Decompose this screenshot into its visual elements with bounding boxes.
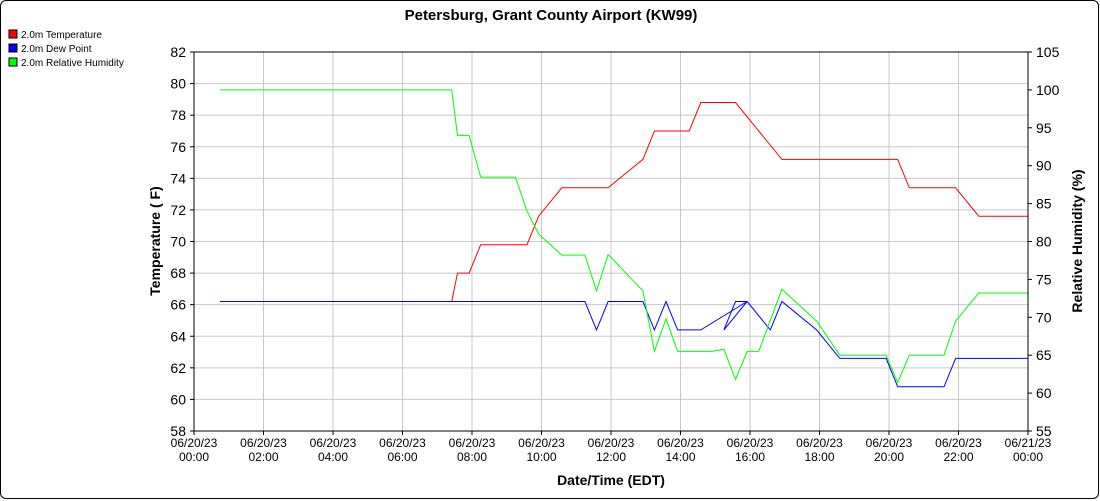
y-tick-label-right: 75 xyxy=(1036,271,1052,287)
y-tick-label-right: 105 xyxy=(1036,44,1060,60)
x-tick-label-time: 10:00 xyxy=(526,450,556,464)
x-tick-label-time: 22:00 xyxy=(943,450,973,464)
x-tick-label-date: 06/20/23 xyxy=(796,436,843,450)
y-tick-label-right: 100 xyxy=(1036,82,1060,98)
y-tick-label-left: 64 xyxy=(170,328,186,344)
x-tick-label-date: 06/20/23 xyxy=(657,436,704,450)
legend-label: 2.0m Relative Humidity xyxy=(21,58,124,69)
x-tick-label-time: 08:00 xyxy=(457,450,487,464)
y-tick-label-left: 72 xyxy=(170,202,186,218)
y-tick-label-right: 65 xyxy=(1036,347,1052,363)
x-tick-label-date: 06/20/23 xyxy=(727,436,774,450)
legend-swatch xyxy=(8,43,18,53)
x-tick-label-time: 16:00 xyxy=(735,450,765,464)
y-tick-label-left: 76 xyxy=(170,139,186,155)
x-tick-label-time: 04:00 xyxy=(318,450,348,464)
y-tick-label-right: 95 xyxy=(1036,120,1052,136)
y-tick-label-right: 90 xyxy=(1036,158,1052,174)
x-tick-label-time: 00:00 xyxy=(1013,450,1043,464)
series-layer xyxy=(220,89,1028,388)
y-tick-label-left: 70 xyxy=(170,234,186,250)
x-tick-label-date: 06/20/23 xyxy=(379,436,426,450)
chart-title: Petersburg, Grant County Airport (KW99) xyxy=(405,7,698,24)
series-line-2-0m-dew-point xyxy=(220,300,1028,388)
y-tick-label-right: 85 xyxy=(1036,196,1052,212)
legend-swatch xyxy=(8,57,18,67)
y-tick-label-left: 82 xyxy=(170,44,186,60)
x-tick-label-date: 06/20/23 xyxy=(866,436,913,450)
x-tick-label-date: 06/20/23 xyxy=(240,436,287,450)
y-tick-label-left: 74 xyxy=(170,170,186,186)
y-tick-label-left: 68 xyxy=(170,265,186,281)
y-tick-label-left: 80 xyxy=(170,76,186,92)
x-tick-label-time: 00:00 xyxy=(179,450,209,464)
x-axis-label: Date/Time (EDT) xyxy=(557,472,665,488)
y-tick-label-left: 66 xyxy=(170,297,186,313)
x-tick-label-time: 20:00 xyxy=(874,450,904,464)
x-tick-label-date: 06/20/23 xyxy=(588,436,635,450)
y-tick-label-right: 70 xyxy=(1036,309,1052,325)
legend: 2.0m Temperature 2.0m Dew Point 2.0m Relat… xyxy=(8,29,124,69)
legend-swatch xyxy=(8,29,18,39)
x-tick-label-date: 06/21/23 xyxy=(1005,436,1052,450)
x-tick-label-date: 06/20/23 xyxy=(449,436,496,450)
x-tick-label-time: 18:00 xyxy=(804,450,834,464)
x-tick-label-time: 12:00 xyxy=(596,450,626,464)
series-line-2-0m-relative-humidity xyxy=(220,89,1028,384)
series-line-2-0m-temperature xyxy=(220,102,1028,302)
x-tick-label-date: 06/20/23 xyxy=(935,436,982,450)
x-tick-label-date: 06/20/23 xyxy=(518,436,565,450)
x-tick-label-time: 14:00 xyxy=(665,450,695,464)
y-tick-label-right: 80 xyxy=(1036,234,1052,250)
x-tick-label-date: 06/20/23 xyxy=(171,436,218,450)
x-tick-label-time: 02:00 xyxy=(248,450,278,464)
tick-layer: 58 60 62 64 66 68 70 72 74 76 78 80 82 55 60 65 70 75 80 85… xyxy=(170,44,1059,464)
y-tick-label-right: 60 xyxy=(1036,385,1052,401)
grid-layer xyxy=(193,51,1029,432)
y-axis-label-left: Temperature ( F) xyxy=(147,186,163,295)
y-tick-label-left: 58 xyxy=(170,423,186,439)
y-tick-label-left: 60 xyxy=(170,391,186,407)
legend-label: 2.0m Temperature xyxy=(21,30,102,41)
legend-label: 2.0m Dew Point xyxy=(21,44,92,55)
x-tick-label-date: 06/20/23 xyxy=(310,436,357,450)
x-tick-label-time: 06:00 xyxy=(387,450,417,464)
y-tick-label-left: 78 xyxy=(170,107,186,123)
y-axis-label-right: Relative Humidity (%) xyxy=(1069,169,1085,312)
y-tick-label-right: 55 xyxy=(1036,423,1052,439)
y-tick-label-left: 62 xyxy=(170,360,186,376)
